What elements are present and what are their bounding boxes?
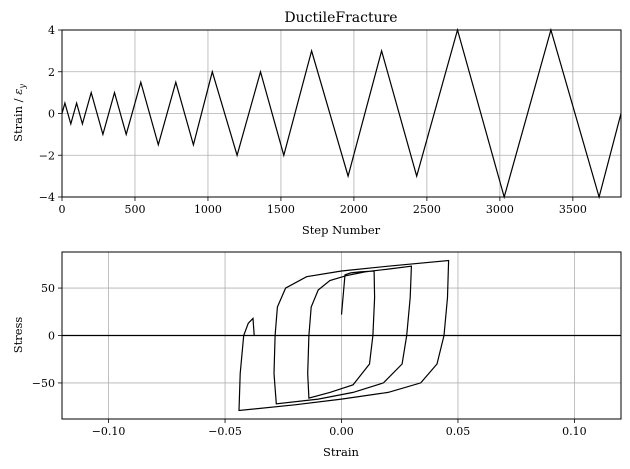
chart1-title: DuctileFracture: [284, 10, 397, 26]
chart2-ytick-label-1: 0: [48, 330, 55, 343]
chart2-xtick-label-4: 0.10: [562, 425, 587, 438]
chart1-ylabel-main: Strain /: [11, 95, 25, 142]
chart2-ytick-label-2: 50: [41, 282, 55, 295]
chart1-xtick-label-7: 3500: [559, 203, 587, 216]
stress-strain-line: [62, 259, 621, 412]
chart1-ticks: 0 500 1000 1500 2000 2500 3000 3500 −4 −2 0 2 4: [39, 24, 587, 216]
chart1-xtick-label-5: 2500: [413, 203, 441, 216]
chart2-ytick-label-0: −50: [32, 377, 55, 390]
chart1-ytick-label-3: 2: [48, 66, 55, 79]
chart1-xlabel: Step Number: [302, 223, 381, 237]
chart1-ytick-label-1: −2: [39, 149, 55, 162]
chart2-xtick-label-3: 0.05: [446, 425, 471, 438]
chart1-xtick-label-2: 1000: [194, 203, 222, 216]
stress-strain-chart: −0.10 −0.05 0.00 0.05 0.10 −50 0 50 Strain Stre…: [11, 251, 622, 459]
strain-history-line: [61, 27, 622, 200]
chart1-ylabel-symbol: ε: [11, 89, 25, 95]
chart1-ytick-label-4: 4: [48, 24, 55, 37]
chart2-ylabel: Stress: [11, 317, 25, 354]
chart2-xtick-label-1: −0.05: [208, 425, 242, 438]
chart1-xtick-label-0: 0: [59, 203, 66, 216]
chart1-grid: [61, 29, 621, 198]
chart1-xtick-label-1: 500: [124, 203, 145, 216]
chart1-xtick-label-4: 2000: [340, 203, 368, 216]
chart2-xtick-label-0: −0.10: [92, 425, 126, 438]
chart1-xtick-label-6: 3000: [486, 203, 514, 216]
chart1-ytick-label-2: 0: [48, 108, 55, 121]
chart1-ylabel-sub: y: [18, 84, 27, 90]
chart1-ytick-label-0: −4: [39, 191, 55, 204]
chart2-ticks: −0.10 −0.05 0.00 0.05 0.10 −50 0 50: [32, 282, 587, 438]
chart2-xlabel: Strain: [323, 445, 360, 459]
strain-history-chart: 0 500 1000 1500 2000 2500 3000 3500 −4 −2 0 2 4 Duct…: [11, 10, 622, 237]
chart2-xtick-label-2: 0.00: [329, 425, 354, 438]
chart1-xtick-label-3: 1500: [267, 203, 295, 216]
chart1-ylabel: Strain / εy: [11, 84, 27, 142]
